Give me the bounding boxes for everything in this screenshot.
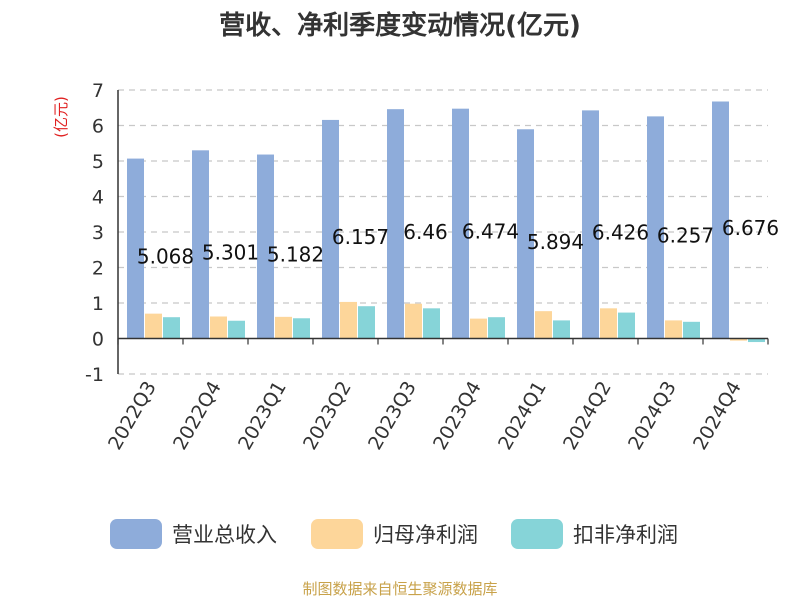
y-tick-label: 3 xyxy=(92,222,104,244)
bar-net-profit xyxy=(600,308,617,339)
y-tick-label: 6 xyxy=(92,116,104,138)
data-label: 6.257 xyxy=(657,223,714,247)
bar-net-profit xyxy=(535,311,552,339)
bar-deducted-net-profit xyxy=(228,320,245,339)
y-axis-label: (亿元) xyxy=(52,96,70,138)
bar-deducted-net-profit xyxy=(423,308,440,339)
axes xyxy=(117,90,769,374)
legend-label: 营业总收入 xyxy=(172,523,277,547)
data-labels: 5.068 5.301 5.182 6.157 6.46 6.474 5.894 6.426 6… xyxy=(137,216,779,269)
bar-deducted-net-profit xyxy=(358,306,375,339)
x-tick-label: 2024Q3 xyxy=(624,378,681,454)
bar-revenue xyxy=(257,154,274,339)
bar-revenue xyxy=(712,101,729,339)
bar-revenue xyxy=(322,119,339,339)
x-tick-labels: 2022Q3 2022Q4 2023Q1 2023Q2 2023Q3 2023Q4 2024… xyxy=(104,378,746,454)
bar-deducted-net-profit xyxy=(553,320,570,339)
bar-net-profit xyxy=(405,303,422,339)
source-note: 制图数据来自恒生聚源数据库 xyxy=(302,580,497,598)
x-tick-label: 2024Q4 xyxy=(689,378,746,454)
x-tick-label: 2024Q1 xyxy=(494,378,551,454)
legend-label: 归母净利润 xyxy=(373,523,478,547)
legend-label: 扣非净利润 xyxy=(573,523,678,547)
bar-deducted-net-profit xyxy=(618,312,635,339)
bar-net-profit xyxy=(470,318,487,339)
data-label: 5.182 xyxy=(267,243,324,267)
data-label: 6.426 xyxy=(592,220,649,244)
bar-deducted-net-profit xyxy=(163,317,180,339)
data-label: 5.068 xyxy=(137,245,194,269)
legend-swatch xyxy=(110,519,162,549)
y-tick-label: 0 xyxy=(92,329,104,351)
bar-net-profit xyxy=(340,301,357,339)
x-tick-label: 2023Q2 xyxy=(299,378,356,454)
bar-net-profit xyxy=(145,313,162,339)
x-tick-label: 2022Q4 xyxy=(169,378,226,454)
bar-net-profit xyxy=(210,316,227,339)
y-tick-label: -1 xyxy=(85,364,104,386)
chart-title: 营收、净利季度变动情况(亿元) xyxy=(219,10,581,41)
bar-deducted-net-profit xyxy=(683,321,700,339)
bar-net-profit xyxy=(275,316,292,339)
x-tick-label: 2024Q2 xyxy=(559,378,616,454)
data-label: 6.46 xyxy=(403,220,448,244)
bar-revenue xyxy=(452,108,469,339)
x-tick-label: 2023Q1 xyxy=(234,378,291,454)
bar-deducted-net-profit xyxy=(488,317,505,339)
x-tick-label: 2023Q3 xyxy=(364,378,421,454)
y-tick-label: 1 xyxy=(92,293,104,315)
x-tick-label: 2022Q3 xyxy=(104,378,161,454)
bar-revenue xyxy=(517,129,534,339)
data-label: 6.676 xyxy=(722,216,779,240)
bar-revenue xyxy=(387,109,404,339)
y-tick-label: 7 xyxy=(92,80,104,102)
data-label: 5.894 xyxy=(527,230,584,254)
data-label: 6.157 xyxy=(332,225,389,249)
legend: 营业总收入 归母净利润 扣非净利润 xyxy=(110,519,678,549)
legend-swatch xyxy=(511,519,563,549)
data-label: 6.474 xyxy=(462,220,519,244)
bar-deducted-net-profit xyxy=(293,318,310,339)
bar-revenue xyxy=(192,150,209,339)
y-tick-label: 4 xyxy=(92,187,104,209)
bar-net-profit xyxy=(730,338,747,341)
bar-net-profit xyxy=(665,320,682,339)
legend-swatch xyxy=(311,519,363,549)
bar-revenue xyxy=(127,158,144,339)
data-label: 5.301 xyxy=(202,240,259,264)
x-tick-label: 2023Q4 xyxy=(429,378,486,454)
y-tick-label: 2 xyxy=(92,258,104,280)
bar-deducted-net-profit xyxy=(748,338,765,343)
bar-revenue xyxy=(647,116,664,339)
y-tick-label: 5 xyxy=(92,151,104,173)
y-tick-labels: -1 0 1 2 3 4 5 6 7 xyxy=(85,80,104,386)
bar-revenue xyxy=(582,110,599,339)
bars xyxy=(127,101,765,343)
